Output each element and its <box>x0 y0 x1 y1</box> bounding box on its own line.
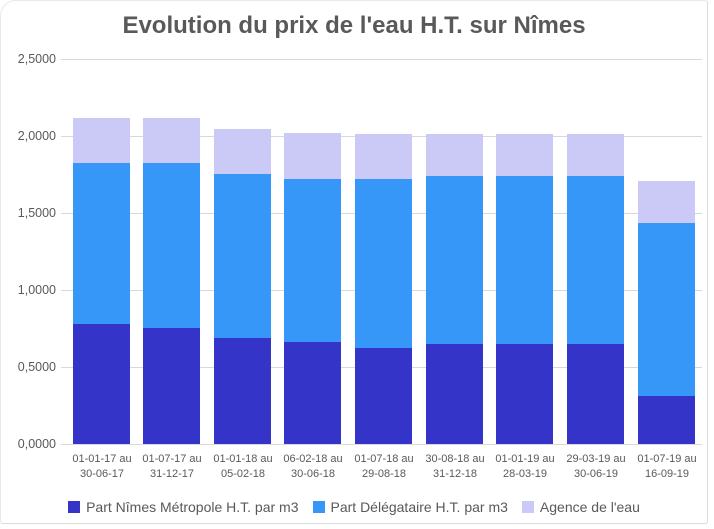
x-axis-tick-line: 30-08-18 au <box>425 453 485 465</box>
bar-segment-series-2[interactable] <box>426 176 483 344</box>
x-axis-tick-label: 06-02-18 au 30-06-18 <box>267 452 359 482</box>
x-axis-tick-line: 28-03-19 <box>502 468 548 480</box>
y-axis-tick-label: 1,0000 <box>17 283 56 297</box>
bar-segment-series-3[interactable] <box>638 181 695 223</box>
x-axis-tick-line: 01-07-17 au <box>142 453 202 465</box>
x-axis-tick-label: 01-01-18 au 05-02-18 <box>197 452 289 482</box>
y-gridline <box>61 444 702 445</box>
bar-segment-series-2[interactable] <box>143 163 200 328</box>
x-axis-tick-label: 01-07-18 au 29-08-18 <box>338 452 430 482</box>
y-axis-tick-label: 2,5000 <box>17 52 56 66</box>
bar-segment-series-1[interactable] <box>143 328 200 444</box>
bar-segment-series-2[interactable] <box>355 179 412 348</box>
x-axis-tick-line: 05-02-18 <box>220 468 266 480</box>
y-axis-tick-label: 1,5000 <box>17 206 56 220</box>
bar-segment-series-2[interactable] <box>284 179 341 342</box>
x-axis-tick-line: 29-08-18 <box>361 468 407 480</box>
legend-item-label: Part Délégataire H.T. par m3 <box>330 499 508 515</box>
legend-item-label: Part Nîmes Métropole H.T. par m3 <box>86 499 299 515</box>
bar-segment-series-3[interactable] <box>143 118 200 163</box>
x-axis-tick-line: 01-07-19 au <box>637 453 697 465</box>
legend-swatch-icon <box>68 501 81 513</box>
bar-segment-series-3[interactable] <box>567 134 624 176</box>
x-axis-tick-label: 01-01-17 au 30-06-17 <box>56 452 148 482</box>
x-axis-tick-line: 16-09-19 <box>644 468 690 480</box>
bar-segment-series-3[interactable] <box>73 118 130 163</box>
x-axis-tick-line: 01-01-17 au <box>72 453 132 465</box>
x-axis-tick-line: 01-01-19 au <box>495 453 555 465</box>
x-axis-tick-line: 01-01-18 au <box>213 453 273 465</box>
x-axis-tick-label: 01-07-19 au 16-09-19 <box>621 452 713 482</box>
bar-segment-series-1[interactable] <box>284 342 341 444</box>
bar-segment-series-3[interactable] <box>214 129 271 174</box>
x-axis-tick-line: 01-07-18 au <box>354 453 414 465</box>
y-axis-tick-label: 0,5000 <box>17 360 56 374</box>
bar-segment-series-3[interactable] <box>284 133 341 179</box>
bar-segment-series-1[interactable] <box>355 348 412 444</box>
legend-swatch-icon <box>521 501 534 513</box>
x-axis-tick-label: 01-07-17 au 31-12-17 <box>126 452 218 482</box>
bar-segment-series-1[interactable] <box>638 396 695 444</box>
legend-item-series-2[interactable]: Part Délégataire H.T. par m3 <box>312 499 508 515</box>
bar-segment-series-3[interactable] <box>355 134 412 179</box>
legend: Part Nîmes Métropole H.T. par m3 Part Dél… <box>1 496 707 518</box>
x-axis-tick-line: 30-06-18 <box>290 468 336 480</box>
bar-segment-series-1[interactable] <box>496 344 553 444</box>
x-axis-tick-line: 31-12-18 <box>432 468 478 480</box>
bar-segment-series-1[interactable] <box>426 344 483 444</box>
bar-segment-series-2[interactable] <box>73 163 130 324</box>
bar-segment-series-2[interactable] <box>638 223 695 396</box>
x-axis-tick-line: 31-12-17 <box>149 468 195 480</box>
bar-segment-series-2[interactable] <box>567 176 624 344</box>
x-axis-tick-line: 06-02-18 au <box>283 453 343 465</box>
bar-segment-series-3[interactable] <box>496 134 553 176</box>
bar-segment-series-2[interactable] <box>214 174 271 338</box>
bar-segment-series-1[interactable] <box>73 324 130 444</box>
x-axis-tick-label: 29-03-19 au 30-06-19 <box>550 452 642 482</box>
x-axis-tick-line: 30-06-17 <box>79 468 125 480</box>
x-axis-tick-line: 30-06-19 <box>573 468 619 480</box>
chart-title: Evolution du prix de l'eau H.T. sur Nîme… <box>122 12 586 39</box>
y-gridline <box>61 59 702 60</box>
legend-item-label: Agence de l'eau <box>539 499 640 515</box>
bar-segment-series-2[interactable] <box>496 176 553 344</box>
bar-segment-series-3[interactable] <box>426 134 483 176</box>
x-axis-tick-label: 30-08-18 au 31-12-18 <box>409 452 501 482</box>
y-axis-tick-label: 2,0000 <box>17 129 56 143</box>
x-axis-tick-line: 29-03-19 au <box>566 453 626 465</box>
bar-segment-series-1[interactable] <box>567 344 624 444</box>
legend-item-series-3[interactable]: Agence de l'eau <box>521 499 640 515</box>
bar-segment-series-1[interactable] <box>214 338 271 444</box>
legend-swatch-icon <box>312 501 325 513</box>
x-axis-tick-label: 01-01-19 au 28-03-19 <box>479 452 571 482</box>
y-axis-tick-label: 0,0000 <box>17 437 56 451</box>
legend-item-series-1[interactable]: Part Nîmes Métropole H.T. par m3 <box>68 499 299 515</box>
